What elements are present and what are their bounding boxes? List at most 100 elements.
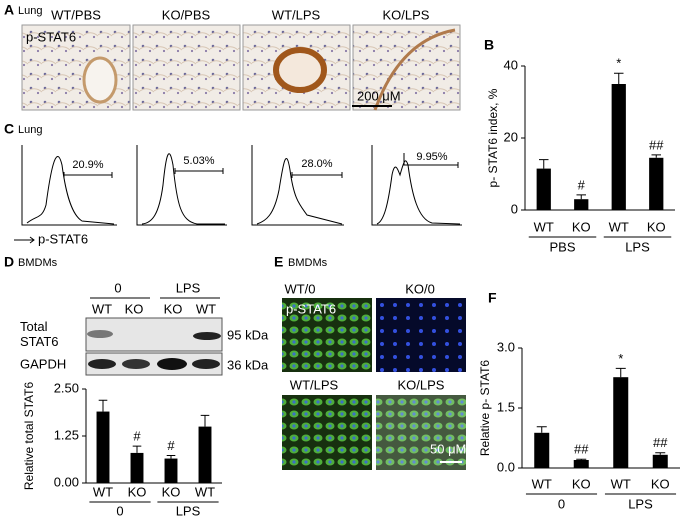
x-tick-label: WT [611, 476, 631, 491]
histogram: 28.0% [251, 145, 344, 226]
y-tick-label: 40 [504, 57, 518, 72]
group-label: 0 [116, 503, 123, 518]
blot-size: 95 kDa [227, 327, 269, 342]
error-bar [98, 399, 108, 412]
histogram: 20.9% [21, 145, 117, 226]
y-tick-label: 0.0 [497, 459, 515, 474]
y-tick-label: 2.50 [54, 380, 79, 395]
group-label: LPS [176, 503, 201, 518]
blot-label-box: Total STAT6 [20, 319, 59, 349]
x-tick-label: KO [647, 219, 666, 234]
image-label: WT/0 [284, 281, 315, 296]
x-tick-label: WT [195, 484, 215, 499]
image-label: WT/LPS [290, 377, 339, 392]
error-bar [651, 154, 661, 158]
band [87, 330, 113, 338]
micrograph [282, 395, 372, 470]
x-tick-label: WT [532, 476, 552, 491]
panel-a: A Lung WT/PBS KO/PBS WT/LPS KO/LPS p-STA… [4, 2, 461, 111]
bar [613, 377, 629, 468]
y-axis-label: Relative total STAT6 [22, 382, 36, 491]
annotation: ## [574, 442, 589, 457]
lane-label: WT [196, 301, 216, 316]
group-label: PBS [549, 239, 575, 254]
annotation: ## [649, 137, 664, 152]
y-tick-label: 1.5 [497, 399, 515, 414]
micrograph [282, 298, 372, 372]
lane-label: KO [125, 301, 144, 316]
blot [85, 352, 223, 376]
panel-letter: F [488, 290, 497, 306]
x-tick-label: KO [572, 476, 591, 491]
scale-label: 200 μM [357, 88, 401, 103]
x-tick-label: WT [93, 484, 113, 499]
annotation: # [133, 429, 141, 444]
band [88, 359, 116, 369]
image-label: KO/LPS [383, 7, 430, 22]
panel-letter: E [274, 254, 283, 270]
airway [273, 47, 327, 93]
error-bar [132, 445, 142, 453]
scale-label: 50 μM [430, 441, 466, 456]
band [122, 359, 150, 369]
panel-title: BMDMs [288, 257, 328, 269]
image-label: KO/0 [405, 281, 435, 296]
bar [130, 452, 144, 483]
y-axis-label: p- STAT6 index, % [486, 88, 500, 187]
error-bar [655, 452, 666, 455]
x-tick-label: KO [128, 484, 147, 499]
y-tick-label: 0 [511, 201, 518, 216]
panel-c: C Lung 20.9% 5.03% 28.0% 9.95% p-STAT6 [4, 121, 462, 246]
y-tick-label: 0.00 [54, 474, 79, 489]
band [193, 332, 221, 340]
bar [573, 460, 589, 468]
error-bar [576, 194, 586, 200]
gate-label: 28.0% [301, 158, 332, 170]
annotation: * [618, 351, 623, 366]
lane-label: KO [164, 301, 183, 316]
bar [574, 199, 589, 210]
panel-letter: B [484, 37, 494, 53]
treatment-label: LPS [176, 280, 201, 295]
panel-title: Lung [18, 124, 42, 136]
x-tick-label: WT [534, 219, 554, 234]
error-bar [166, 455, 176, 459]
micrograph [376, 395, 466, 470]
panel-title: Lung [18, 5, 42, 17]
y-tick-label: 20 [504, 129, 518, 144]
x-tick-label: KO [651, 476, 670, 491]
group-label: 0 [558, 496, 565, 511]
band [157, 358, 187, 370]
panel-letter: C [4, 121, 14, 137]
micrograph [132, 24, 241, 111]
image-label: KO/LPS [398, 377, 445, 392]
y-axis-label: Relative p- STAT6 [478, 360, 492, 457]
annotation: # [167, 438, 175, 453]
y-tick-label: 1.25 [54, 427, 79, 442]
gate-label: 20.9% [72, 159, 103, 171]
axis-label: p-STAT6 [38, 231, 88, 246]
blot-label: GAPDH [20, 356, 66, 371]
histogram: 9.95% [371, 145, 462, 226]
group-label: LPS [625, 239, 650, 254]
blot-size: 36 kDa [227, 357, 269, 372]
image-label: KO/PBS [162, 7, 211, 22]
stain-label: p-STAT6 [286, 301, 336, 316]
error-bar [536, 426, 547, 433]
airway [82, 56, 118, 104]
bar [198, 426, 212, 483]
annotation: # [578, 177, 586, 192]
x-tick-label: KO [162, 484, 181, 499]
histogram: 5.03% [136, 145, 227, 226]
gate-label: 5.03% [183, 155, 214, 167]
bar [649, 157, 664, 210]
lane-label: WT [92, 301, 112, 316]
panel-title: BMDMs [18, 257, 58, 269]
image-label: WT/LPS [272, 7, 321, 22]
y-tick-label: 3.0 [497, 339, 515, 354]
error-bar [200, 414, 210, 427]
error-bar [539, 159, 549, 169]
bar [164, 458, 178, 483]
bar [652, 454, 668, 468]
